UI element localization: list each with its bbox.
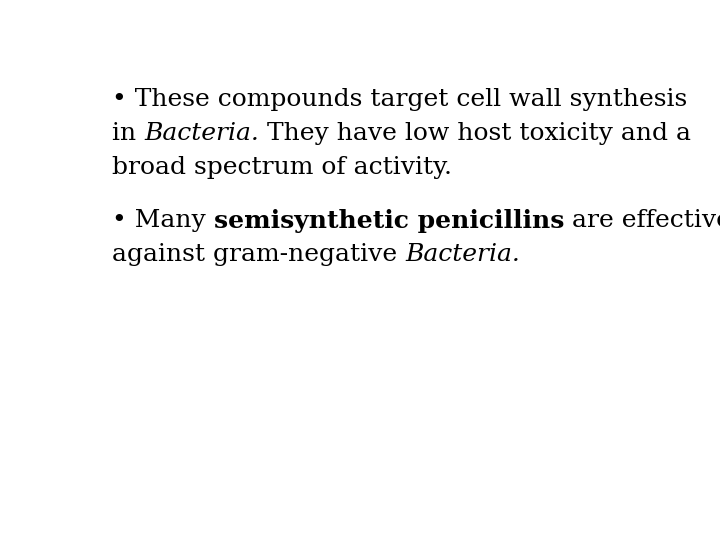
- Text: Bacteria.: Bacteria.: [145, 122, 259, 145]
- Text: • Many: • Many: [112, 208, 214, 232]
- Text: • These compounds target cell wall synthesis: • These compounds target cell wall synth…: [112, 87, 688, 111]
- Text: are effective: are effective: [564, 208, 720, 232]
- Text: semisynthetic penicillins: semisynthetic penicillins: [214, 208, 564, 233]
- Text: in: in: [112, 122, 145, 145]
- Text: against gram-negative: against gram-negative: [112, 243, 405, 266]
- Text: They have low host toxicity and a: They have low host toxicity and a: [259, 122, 691, 145]
- Text: Bacteria.: Bacteria.: [405, 243, 521, 266]
- Text: broad spectrum of activity.: broad spectrum of activity.: [112, 156, 452, 179]
